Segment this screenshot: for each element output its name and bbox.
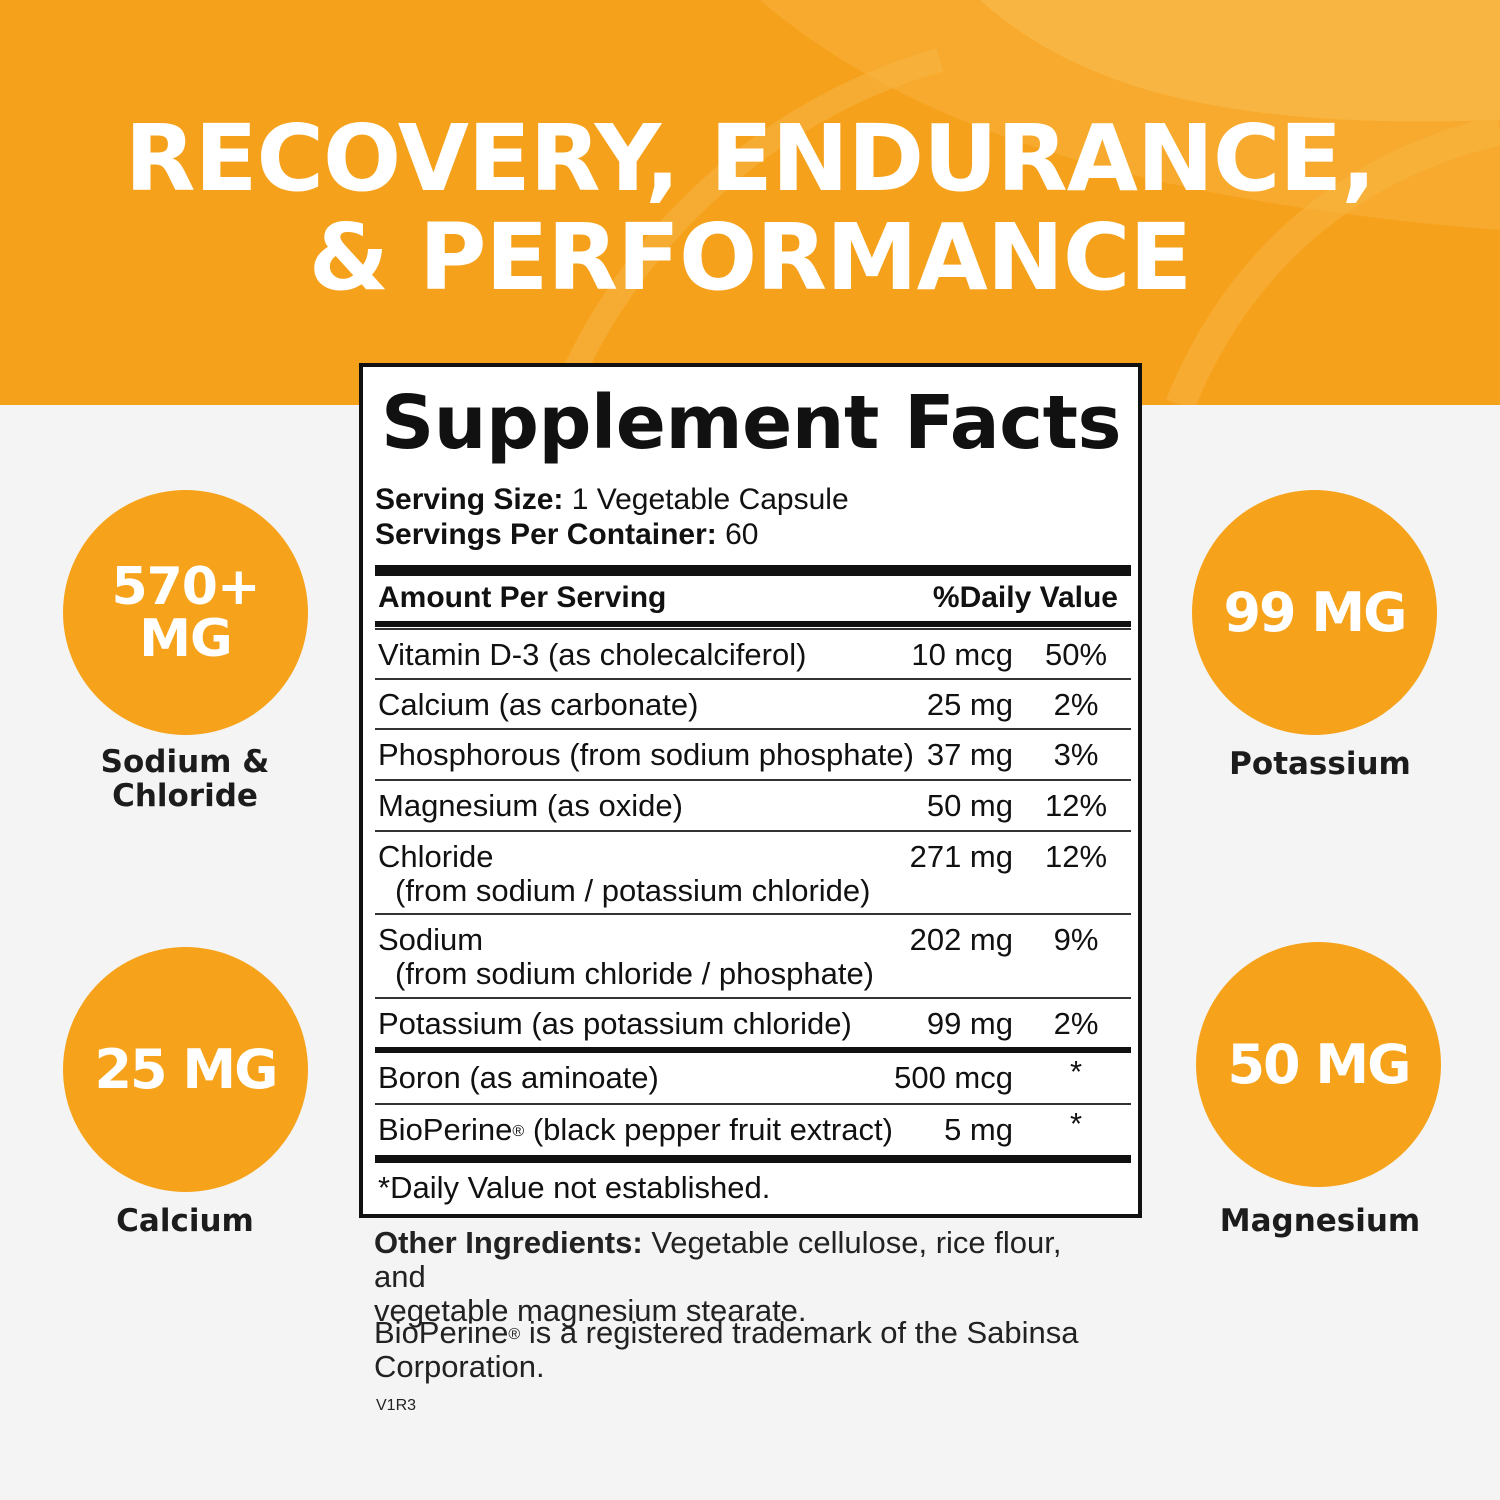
medium-divider <box>375 621 1131 627</box>
decorative-curves <box>548 0 1500 405</box>
trademark-line2: Corporation. <box>374 1349 545 1384</box>
badge-value: 99 MG <box>1223 581 1407 644</box>
nutrient-amount: 5 mg <box>944 1112 1013 1147</box>
version-code: V1R3 <box>376 1397 417 1414</box>
headline-line-2: & PERFORMANCE <box>308 204 1192 311</box>
nutrient-dv: 12% <box>1044 839 1108 874</box>
nutrient-dv: 2% <box>1053 1006 1099 1041</box>
caption-line1: Sodium & <box>100 744 270 780</box>
nutrient-amount: 37 mg <box>926 737 1013 772</box>
table-row: Boron (as aminoate) 500 mcg * <box>375 1053 1131 1103</box>
caption-line2: Chloride <box>112 778 258 814</box>
nutrient-dv: * <box>1069 1106 1083 1141</box>
nutrient-source: (from sodium / potassium chloride) <box>395 873 871 908</box>
nutrient-name: Magnesium (as oxide) <box>378 788 683 823</box>
header-daily-value: %Daily Value <box>932 581 1118 614</box>
badge-caption-magnesium: Magnesium <box>1219 1203 1421 1239</box>
nutrient-dv: 9% <box>1053 922 1099 957</box>
table-row: Sodium (from sodium chloride / phosphate… <box>375 913 1131 999</box>
nutrient-amount: 202 mg <box>909 922 1013 957</box>
facts-title: Supplement Facts <box>381 380 1122 466</box>
nutrient-dv: 12% <box>1044 788 1108 823</box>
nutrient-dv: 50% <box>1044 637 1108 672</box>
nutrient-name: Chloride <box>378 839 494 874</box>
nutrient-dv: 3% <box>1053 737 1099 772</box>
trademark-text: is a registered trademark of the Sabinsa <box>520 1315 1079 1350</box>
table-row: Vitamin D-3 (as cholecalciferol) 10 mcg … <box>375 628 1131 680</box>
serving-size-label: Serving Size: <box>375 483 564 516</box>
daily-value-footnote: *Daily Value not established. <box>378 1170 771 1205</box>
nutrient-amount: 500 mcg <box>894 1060 1013 1095</box>
badge-value-line2: MG <box>139 608 232 669</box>
servings-value: 60 <box>725 518 759 551</box>
other-ingredients-line1: Other Ingredients: Vegetable cellulose, … <box>374 1226 1104 1294</box>
badge-value-line1: 570+ <box>111 556 260 617</box>
thick-divider <box>375 565 1131 576</box>
thick-divider <box>375 1155 1131 1163</box>
other-ingredients-label: Other Ingredients: <box>374 1225 643 1260</box>
serving-size-value: 1 Vegetable Capsule <box>571 483 849 516</box>
header-amount-per-serving: Amount Per Serving <box>378 581 667 614</box>
supplement-facts-panel: Supplement Facts Serving Size: 1 Vegetab… <box>359 363 1142 1218</box>
trademark-word: BioPerine <box>374 1315 509 1350</box>
badge-value: 50 MG <box>1227 1033 1411 1096</box>
trademark-line1: BioPerine® is a registered trademark of … <box>374 1316 1104 1350</box>
table-row: Chloride (from sodium / potassium chlori… <box>375 830 1131 915</box>
nutrient-dv: * <box>1069 1054 1083 1089</box>
nutrient-name: BioPerine® (black pepper fruit extract) <box>378 1113 893 1147</box>
bioperine-description: (black pepper fruit extract) <box>524 1112 893 1147</box>
headline-line-1: RECOVERY, ENDURANCE, <box>124 105 1376 212</box>
nutrient-name: Boron (as aminoate) <box>378 1060 659 1095</box>
table-header: Amount Per Serving %Daily Value <box>378 583 1118 613</box>
badge-caption-sodium-chloride: Sodium & Chloride <box>55 745 315 813</box>
nutrient-amount: 50 mg <box>926 788 1013 823</box>
nutrient-name: Phosphorous (from sodium phosphate) <box>378 737 914 772</box>
serving-size: Serving Size: 1 Vegetable Capsule <box>375 485 849 515</box>
nutrient-amount: 99 mg <box>926 1006 1013 1041</box>
bioperine-word: BioPerine <box>378 1112 513 1147</box>
nutrient-amount: 10 mcg <box>911 637 1013 672</box>
header-banner: RECOVERY, ENDURANCE, & PERFORMANCE <box>0 0 1500 405</box>
table-row: Potassium (as potassium chloride) 99 mg … <box>375 997 1131 1049</box>
badge-caption-calcium: Calcium <box>116 1203 254 1239</box>
badge-sodium-chloride: 570+ MG <box>63 490 308 735</box>
nutrient-dv: 2% <box>1053 687 1099 722</box>
nutrient-name: Sodium <box>378 922 484 957</box>
nutrient-name: Vitamin D-3 (as cholecalciferol) <box>378 637 807 672</box>
badge-potassium: 99 MG <box>1192 490 1437 735</box>
other-ingredients-text: Vegetable cellulose, rice flour, and <box>374 1225 1062 1294</box>
nutrient-amount: 25 mg <box>926 687 1013 722</box>
registered-mark: ® <box>512 1123 525 1140</box>
table-row: Magnesium (as oxide) 50 mg 12% <box>375 779 1131 832</box>
nutrient-name: Potassium (as potassium chloride) <box>378 1006 852 1041</box>
badge-value: 25 MG <box>94 1038 278 1101</box>
table-row: Calcium (as carbonate) 25 mg 2% <box>375 678 1131 730</box>
other-ingredients: Other Ingredients: Vegetable cellulose, … <box>374 1226 1104 1328</box>
badge-magnesium: 50 MG <box>1196 942 1441 1187</box>
nutrient-name: Calcium (as carbonate) <box>378 687 699 722</box>
badge-calcium: 25 MG <box>63 947 308 1192</box>
servings-label: Servings Per Container: <box>375 518 717 551</box>
badge-caption-potassium: Potassium <box>1229 746 1411 782</box>
nutrient-amount: 271 mg <box>909 839 1013 874</box>
servings-per-container: Servings Per Container: 60 <box>375 520 758 550</box>
trademark-notice: BioPerine® is a registered trademark of … <box>374 1316 1104 1384</box>
medium-divider <box>375 1047 1131 1053</box>
registered-mark: ® <box>508 1326 521 1343</box>
nutrient-source: (from sodium chloride / phosphate) <box>395 956 875 991</box>
table-row: BioPerine® (black pepper fruit extract) … <box>375 1103 1131 1155</box>
other-ingredients-line2: vegetable magnesium stearate. <box>374 1293 807 1328</box>
table-row: Phosphorous (from sodium phosphate) 37 m… <box>375 728 1131 781</box>
